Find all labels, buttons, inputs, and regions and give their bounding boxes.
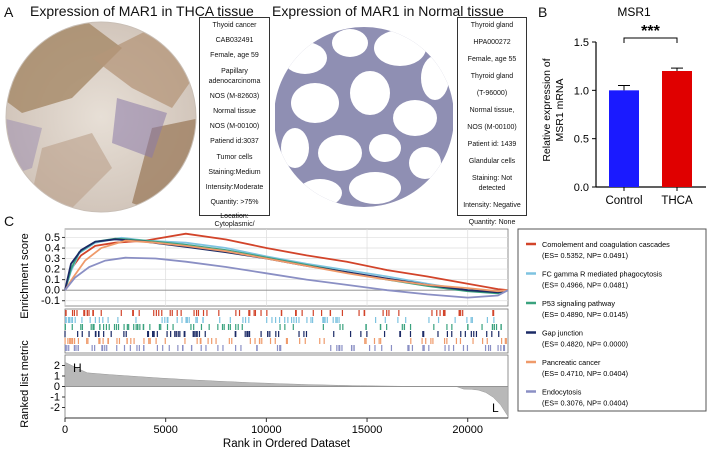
es-y-tick-label: -0.1	[41, 295, 60, 307]
bar-y-tick-label: 0.0	[574, 182, 589, 194]
panel-b-label: B	[538, 4, 548, 20]
es-curve-complement	[64, 232, 509, 292]
legend-name: Endocytosis	[542, 388, 582, 397]
normal-title: Expression of MAR1 in Normal tissue	[272, 3, 504, 19]
es-curve-endocytosis	[64, 256, 509, 299]
metric-y-label: Ranked list metric	[19, 340, 31, 428]
legend-stats: (ES= 0.4710, NP= 0.0404)	[542, 369, 628, 378]
metric-y-tick-label: -1	[50, 392, 60, 404]
bar-thca	[662, 71, 692, 187]
es-y-tick-label: 0.1	[45, 274, 60, 286]
legend-name: P53 signaling pathway	[542, 299, 615, 308]
thca-info-line: Quantity: >75%	[210, 199, 259, 207]
legend-stats: (ES= 0.5352, NP= 0.0491)	[542, 251, 628, 260]
metric-y-tick-label: 0	[54, 381, 60, 393]
normal-tissue-image	[275, 27, 453, 207]
es-y-label: Enrichment score	[19, 233, 31, 319]
normal-info-line: Thyroid gland	[470, 73, 514, 80]
normal-info-line: Glandular cells	[468, 158, 516, 165]
thca-info-box: Thyoid cancer CAB032491 Female, age 59 P…	[199, 17, 270, 236]
bar-category-label: Control	[605, 195, 642, 207]
thca-info-line: Staining:Medium	[208, 168, 261, 176]
thca-info-line: CAB032491	[215, 37, 254, 45]
normal-info-line: Quantity: None	[468, 219, 516, 226]
es-y-tick-label: 0.4	[45, 242, 60, 254]
x-tick-label: 15000	[352, 424, 383, 436]
bar-chart-title: MSR1	[617, 5, 651, 19]
es-y-tick-label: 0.3	[45, 253, 60, 265]
legend-name: Comolement and coagulation cascades	[542, 240, 670, 249]
bar-control	[609, 90, 639, 187]
thca-info-line: Thyoid cancer	[212, 22, 257, 29]
thca-tissue-image	[5, 21, 197, 213]
bar-y-tick-label: 0.5	[574, 134, 589, 146]
legend-stats: (ES= 0.4890, NP= 0.0145)	[542, 310, 628, 319]
panel-a-label: A	[4, 4, 14, 20]
significance-stars: ***	[641, 23, 660, 40]
normal-info-line: Female, age 55	[467, 56, 517, 63]
legend-stats: (ES= 0.3076, NP= 0.0404)	[542, 399, 628, 408]
panel-c-label: C	[4, 213, 15, 229]
legend-stats: (ES= 0.4966, NP= 0.0481)	[542, 281, 628, 290]
hit-track-frame	[64, 308, 509, 354]
bar-y-label-line2: MSR1 mRNA	[554, 78, 566, 141]
x-tick-label: 10000	[251, 424, 282, 436]
metric-y-tick-label: -2	[50, 402, 60, 414]
normal-info-line: Staining: Not detected	[471, 175, 513, 192]
metric-annotation-h: H	[73, 361, 82, 375]
thca-info-line: Papillary	[221, 67, 248, 75]
metric-annotation-l: L	[492, 401, 499, 415]
es-y-tick-label: 0.0	[45, 285, 60, 297]
bar-chart: MSR1 Relative expression of MSR1 mRNA 0.…	[541, 5, 706, 207]
x-tick-label: 0	[62, 424, 68, 436]
significance-bracket	[623, 37, 678, 43]
normal-info-line: HPA000272	[473, 39, 511, 46]
bar-category-label: THCA	[661, 195, 693, 207]
x-tick-label: 20000	[452, 424, 483, 436]
thca-title: Expression of MAR1 in THCA tissue	[30, 3, 254, 19]
normal-info-line: Thyroid gland	[470, 22, 514, 29]
legend-box	[517, 228, 707, 412]
normal-info-line: NOS (M-00100)	[467, 124, 517, 131]
thca-info-line: Patiend id:3037	[210, 138, 259, 146]
normal-info-line: (T-96000)	[476, 90, 508, 97]
legend-name: FC gamma R mediated phagocytosis	[542, 270, 662, 279]
normal-info-line: Intensity: Negative	[463, 202, 521, 209]
es-y-tick-label: 0.5	[45, 232, 60, 244]
legend-name: Gap junction	[542, 329, 583, 338]
legend-stats: (ES= 0.4820, NP= 0.0000)	[542, 340, 628, 349]
x-axis-label: Rank in Ordered Dataset	[223, 438, 351, 450]
bar-y-tick-label: 1.0	[574, 85, 589, 97]
thca-info-line: Intensity:Moderate	[205, 183, 264, 191]
bar-marks: Control THCA ***	[605, 23, 693, 207]
normal-info-box: Thyroid gland HPA000272 Female, age 55 T…	[457, 17, 527, 226]
thca-info-line: Female, age 59	[210, 52, 259, 60]
thca-info-line: Normal tissue	[213, 107, 256, 115]
thca-info-line: adenocarcinoma	[208, 77, 261, 85]
bar-y-tick-label: 1.5	[574, 37, 589, 49]
bar-y-label-line1: Relative expression of	[541, 58, 553, 161]
es-y-tick-label: 0.2	[45, 264, 60, 276]
thca-info-line: NOS (M-00100)	[209, 123, 260, 131]
legend-name: Pancreatic cancer	[542, 358, 601, 367]
normal-info-line: Normal tissue,	[469, 107, 515, 114]
metric-y-tick-label: 2	[54, 360, 60, 372]
metric-y-tick-label: 1	[54, 371, 60, 383]
thca-info-line: Tumor cells	[216, 153, 253, 161]
normal-info-line: Patient id: 1439	[467, 141, 517, 148]
es-curve-pancreatic	[64, 239, 509, 293]
x-tick-label: 5000	[153, 424, 177, 436]
thca-info-line: NOS (M-82603)	[209, 92, 260, 100]
